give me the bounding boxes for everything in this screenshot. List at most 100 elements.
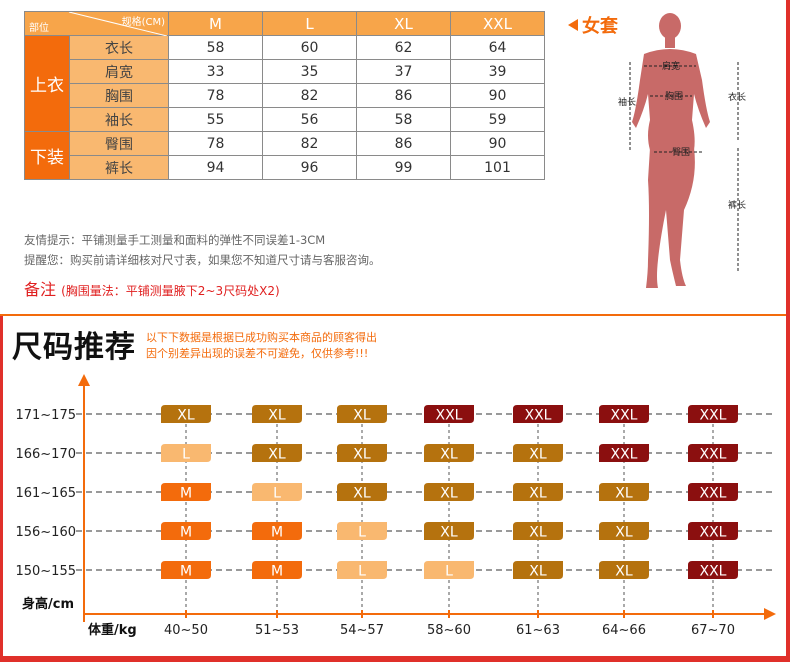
size-recommend-chart: 身高/cm 体重/kg 40~50 51~53 54~57 58~60 61~63 64~66… [15, 374, 776, 638]
size-badge-label: M [271, 564, 283, 580]
size-badge-label: XL [615, 564, 633, 580]
size-badge [513, 522, 563, 540]
category-top: 上衣 [24, 35, 70, 132]
label-shoulder: 肩宽 [662, 60, 680, 72]
size-badge-label: XL [353, 486, 371, 502]
size-badge-label: XL [353, 447, 371, 463]
frame-left [0, 316, 3, 662]
size-badge-label: XL [529, 525, 547, 541]
table-cell: 58 [356, 107, 451, 132]
header-part-label: 部位 [29, 23, 49, 34]
size-badge-label: L [182, 447, 190, 463]
part-label: 肩宽 [69, 59, 169, 84]
size-badge-label: XL [529, 564, 547, 580]
size-badge [513, 405, 563, 423]
section-divider [0, 314, 790, 316]
size-badge-label: XXL [700, 486, 727, 502]
size-badge [424, 483, 474, 501]
size-badge [599, 522, 649, 540]
y-tick-label: 161~165 [15, 486, 76, 501]
table-cell: 33 [168, 59, 263, 84]
size-header-xl: XL [356, 11, 451, 36]
table-cell: 62 [356, 35, 451, 60]
y-tick-label: 150~155 [15, 564, 76, 579]
size-badge-label: XL [268, 447, 286, 463]
size-badge [513, 444, 563, 462]
recommend-desc-1: 以下下数据是根据已成功购买本商品的顾客得出 [146, 331, 377, 344]
size-badge [337, 522, 387, 540]
table-cell: 101 [450, 155, 545, 180]
size-badge-label: XXL [700, 408, 727, 424]
table-cell: 90 [450, 131, 545, 156]
size-badge [688, 561, 738, 579]
size-badge [161, 483, 211, 501]
body-measurement-figure: 肩宽 胸围 袖长 衣长 臀围 裤长 [618, 13, 746, 288]
size-badge-label: L [358, 564, 366, 580]
size-badge-label: XL [440, 525, 458, 541]
size-badge-label: M [271, 525, 283, 541]
figure-title: 女套 [568, 12, 618, 38]
size-badge [252, 444, 302, 462]
part-label: 袖长 [69, 107, 169, 132]
table-cell: 94 [168, 155, 263, 180]
size-badge [599, 483, 649, 501]
table-cell: 64 [450, 35, 545, 60]
size-badge [688, 522, 738, 540]
category-bottom: 下装 [24, 131, 70, 180]
table-row: 袖长 55 56 58 59 [25, 107, 545, 132]
size-badge-label: XXL [611, 408, 638, 424]
size-badge-label: L [358, 525, 366, 541]
size-badge [424, 405, 474, 423]
x-tick-label: 64~66 [602, 623, 646, 638]
table-cell: 37 [356, 59, 451, 84]
label-length: 衣长 [728, 91, 746, 103]
size-badge [599, 444, 649, 462]
label-chest: 胸围 [665, 90, 683, 102]
table-cell: 96 [262, 155, 357, 180]
x-tick-label: 58~60 [427, 623, 471, 638]
size-badge [337, 405, 387, 423]
size-badge [161, 522, 211, 540]
size-badge-label: L [445, 564, 453, 580]
x-tick-label: 61~63 [516, 623, 560, 638]
part-label: 臀围 [69, 131, 169, 156]
table-cell: 82 [262, 131, 357, 156]
table-cell: 86 [356, 83, 451, 108]
tip-line-1: 友情提示：平铺测量手工测量和面料的弹性不同误差1-3CM [24, 233, 326, 247]
part-label: 裤长 [69, 155, 169, 180]
size-badge [424, 444, 474, 462]
table-corner-cell: 规格(CM) 部位 [24, 11, 169, 36]
table-cell: 90 [450, 83, 545, 108]
size-badge-label: XXL [525, 408, 552, 424]
size-header-xxl: XXL [450, 11, 545, 36]
size-badge-label: XXL [700, 564, 727, 580]
size-header-m: M [168, 11, 263, 36]
table-cell: 55 [168, 107, 263, 132]
size-badge [337, 483, 387, 501]
frame-right [786, 0, 790, 662]
table-cell: 86 [356, 131, 451, 156]
size-badge [252, 483, 302, 501]
figure-title-text: 女套 [582, 16, 618, 37]
x-axis-label: 体重/kg [88, 622, 137, 638]
size-badge-label: XL [529, 486, 547, 502]
header-spec-label: 规格(CM) [121, 17, 165, 28]
label-hip: 臀围 [672, 147, 690, 158]
part-label: 衣长 [69, 35, 169, 60]
size-badge-label: XL [440, 486, 458, 502]
recommend-title: 尺码推荐 [12, 330, 136, 365]
size-badge [252, 522, 302, 540]
size-badge [252, 561, 302, 579]
size-badge [161, 561, 211, 579]
table-cell: 35 [262, 59, 357, 84]
x-tick-label: 54~57 [340, 623, 384, 638]
table-row: 下装 臀围 78 82 86 90 [24, 131, 545, 180]
size-badge-label: M [180, 564, 192, 580]
size-badge [513, 483, 563, 501]
size-badge-label: XL [268, 408, 286, 424]
size-badge-label: XXL [700, 525, 727, 541]
table-row: 胸围 78 82 86 90 [25, 83, 545, 108]
table-cell: 60 [262, 35, 357, 60]
x-axis-arrow-icon [764, 608, 776, 620]
size-badge [424, 522, 474, 540]
